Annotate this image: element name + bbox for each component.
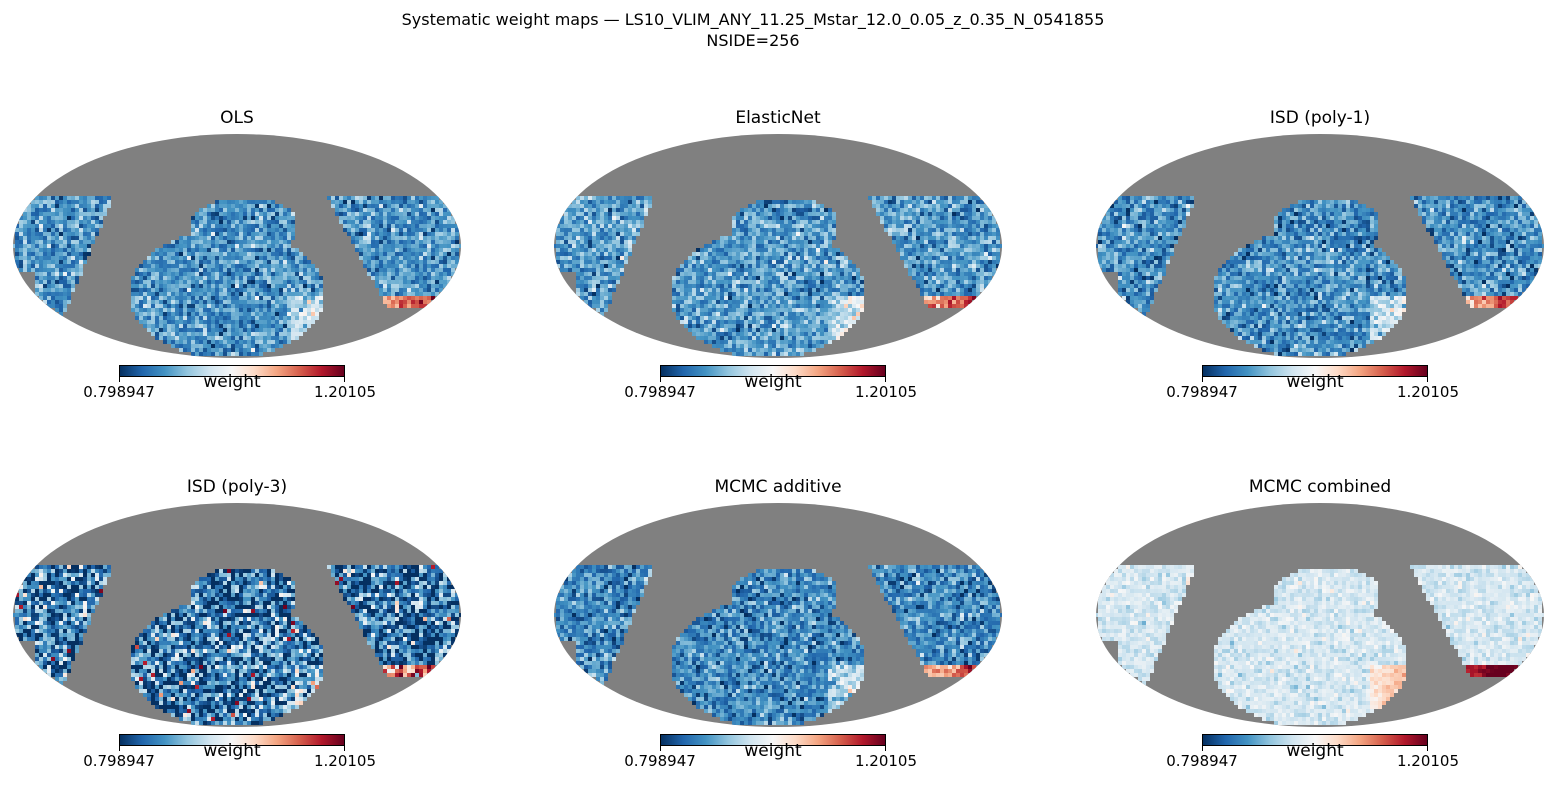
colorbar-min-tick <box>660 377 661 382</box>
mollweide-map-ols <box>13 134 461 358</box>
panel-title: MCMC additive <box>714 477 842 497</box>
panel-mcmc-additive: MCMC additive 0.798947 weight 1.20105 <box>548 477 1008 777</box>
colorbar-min-tick <box>1202 377 1203 382</box>
colorbar-label: weight <box>1286 741 1344 761</box>
colorbar-label: weight <box>744 372 802 392</box>
colorbar-min-label: 0.798947 <box>83 752 155 770</box>
colorbar-max-tick <box>344 746 345 751</box>
panel-title: ISD (poly-1) <box>1269 108 1371 128</box>
colorbar-label: weight <box>203 741 261 761</box>
colorbar-max-tick <box>885 377 886 382</box>
colorbar <box>660 734 886 746</box>
weight-pixels <box>13 196 461 356</box>
panel-isd-poly1: ISD (poly-1) 0.798947 weight 1.20105 <box>1090 108 1550 408</box>
colorbar-max-label: 1.20105 <box>313 383 377 401</box>
colorbar-min-tick <box>1202 746 1203 751</box>
panel-title: ElasticNet <box>735 108 821 128</box>
mollweide-map-mcmc-additive <box>554 503 1002 727</box>
panel-mcmc-combined: MCMC combined 0.798947 weight 1.20105 <box>1090 477 1550 777</box>
colorbar-max-tick <box>344 377 345 382</box>
weight-pixels <box>1096 565 1544 725</box>
panel-elasticnet: ElasticNet 0.798947 weight 1.20105 <box>548 108 1008 408</box>
colorbar-max-label: 1.20105 <box>313 752 377 770</box>
mollweide-map-elasticnet <box>554 134 1002 358</box>
colorbar-min-label: 0.798947 <box>624 383 696 401</box>
colorbar-max-tick <box>885 746 886 751</box>
colorbar-label: weight <box>203 372 261 392</box>
weight-pixels <box>1096 196 1544 356</box>
colorbar-min-label: 0.798947 <box>1166 383 1238 401</box>
colorbar-min-tick <box>660 746 661 751</box>
colorbar <box>1202 365 1428 377</box>
colorbar-min-tick <box>119 746 120 751</box>
colorbar-label: weight <box>1286 372 1344 392</box>
panel-title: ISD (poly-3) <box>186 477 288 497</box>
weight-pixels <box>554 565 1002 725</box>
colorbar-min-label: 0.798947 <box>624 752 696 770</box>
mollweide-map-mcmc-combined <box>1096 503 1544 727</box>
mollweide-map-isd-poly1 <box>1096 134 1544 358</box>
panel-title: MCMC combined <box>1248 477 1392 497</box>
colorbar-max-label: 1.20105 <box>854 383 918 401</box>
colorbar <box>119 734 345 746</box>
colorbar-min-label: 0.798947 <box>1166 752 1238 770</box>
colorbar-label: weight <box>744 741 802 761</box>
colorbar <box>1202 734 1428 746</box>
colorbar-min-label: 0.798947 <box>83 383 155 401</box>
colorbar <box>660 365 886 377</box>
panel-ols: OLS 0.798947 weight 1.20105 <box>7 108 467 408</box>
weight-pixels <box>13 565 461 725</box>
colorbar-max-label: 1.20105 <box>1396 383 1460 401</box>
colorbar-max-tick <box>1427 746 1428 751</box>
colorbar-min-tick <box>119 377 120 382</box>
colorbar-max-tick <box>1427 377 1428 382</box>
weight-pixels <box>554 196 1002 356</box>
figure-title: Systematic weight maps — LS10_VLIM_ANY_1… <box>401 10 1105 29</box>
colorbar <box>119 365 345 377</box>
colorbar-max-label: 1.20105 <box>854 752 918 770</box>
figure-subtitle-nside: NSIDE=256 <box>706 31 800 50</box>
panel-isd-poly3: ISD (poly-3) 0.798947 weight 1.20105 <box>7 477 467 777</box>
mollweide-map-isd-poly3 <box>13 503 461 727</box>
panel-title: OLS <box>220 108 254 128</box>
colorbar-max-label: 1.20105 <box>1396 752 1460 770</box>
